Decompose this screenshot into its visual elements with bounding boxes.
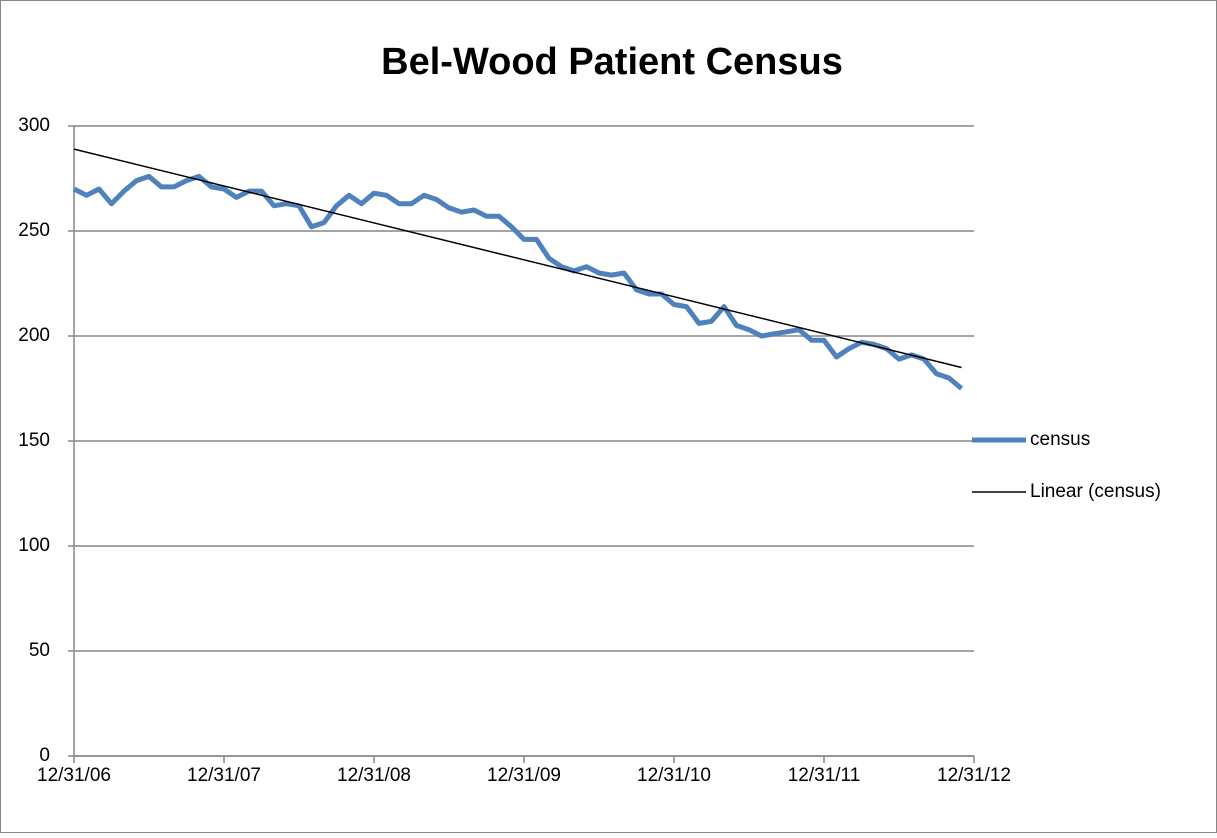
y-tick-label: 50 [29, 640, 50, 661]
legend-label: Linear (census) [1030, 481, 1161, 502]
series-line [72, 173, 964, 391]
x-tick-label: 12/31/08 [337, 765, 411, 786]
x-tick-label: 12/31/07 [187, 765, 261, 786]
x-tick-label: 12/31/09 [487, 765, 561, 786]
x-tick-label: 12/31/11 [788, 765, 861, 786]
y-tick-label: 300 [18, 115, 50, 136]
y-tick-label: 250 [18, 220, 50, 241]
y-tick-label: 0 [39, 745, 50, 766]
x-tick-label: 12/31/12 [937, 765, 1011, 786]
x-tick-label: 12/31/10 [637, 765, 711, 786]
chart-title: Bel-Wood Patient Census [381, 41, 843, 83]
y-tick-label: 150 [18, 430, 50, 451]
legend-label: census [1030, 429, 1090, 450]
series-line [73, 148, 962, 369]
y-tick-label: 100 [18, 535, 50, 556]
x-tick-label: 12/31/06 [37, 765, 111, 786]
y-tick-label: 200 [18, 325, 50, 346]
